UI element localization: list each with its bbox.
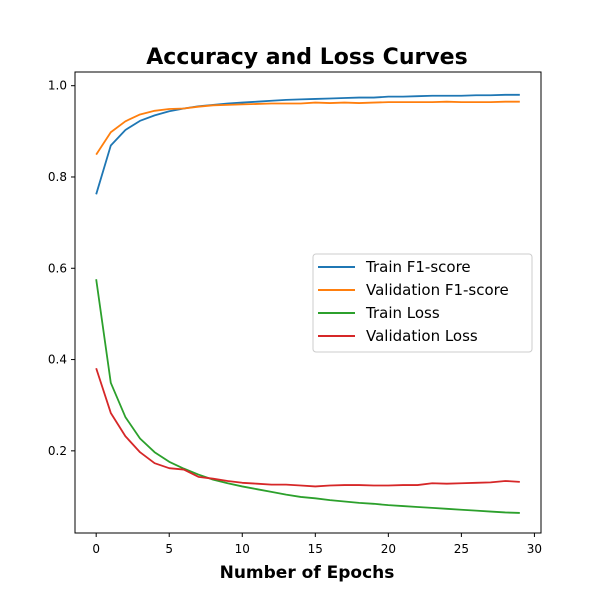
series-line-train-f1-score: [95, 93, 520, 195]
y-tick-label: 0.8: [48, 170, 67, 184]
series-line-train-loss: [95, 279, 520, 514]
x-tick-label: 0: [92, 542, 100, 556]
legend-label: Validation F1-score: [366, 281, 509, 299]
x-tick-label: 15: [308, 542, 323, 556]
legend-label: Train Loss: [365, 304, 440, 322]
legend-box: [312, 253, 533, 353]
legend: Train F1-score Validation F1-score Train L…: [312, 253, 533, 353]
y-tick-label: 1.0: [48, 79, 67, 93]
legend-label: Train F1-score: [365, 258, 471, 276]
x-tick-label: 20: [381, 542, 396, 556]
y-tick-label: 0.4: [48, 353, 67, 367]
y-axis: 0.2 0.4 0.6 0.8 1.0: [48, 79, 75, 458]
series-line-validation-f1-score: [95, 100, 520, 156]
x-tick-label: 5: [165, 542, 173, 556]
chart-title: Accuracy and Loss Curves: [146, 45, 467, 70]
plot-frame: [74, 71, 542, 534]
y-tick-label: 0.6: [48, 261, 67, 275]
x-tick-label: 10: [235, 542, 250, 556]
x-tick-label: 25: [454, 542, 469, 556]
y-tick-label: 0.2: [48, 444, 67, 458]
series-layer: [95, 93, 520, 514]
x-tick-label: 30: [527, 542, 542, 556]
legend-label: Validation Loss: [366, 327, 478, 345]
series-line-validation-loss: [95, 367, 520, 488]
x-axis-label: Number of Epochs: [220, 563, 395, 583]
x-axis: 0 5 10 15 20 25 30: [92, 533, 542, 556]
